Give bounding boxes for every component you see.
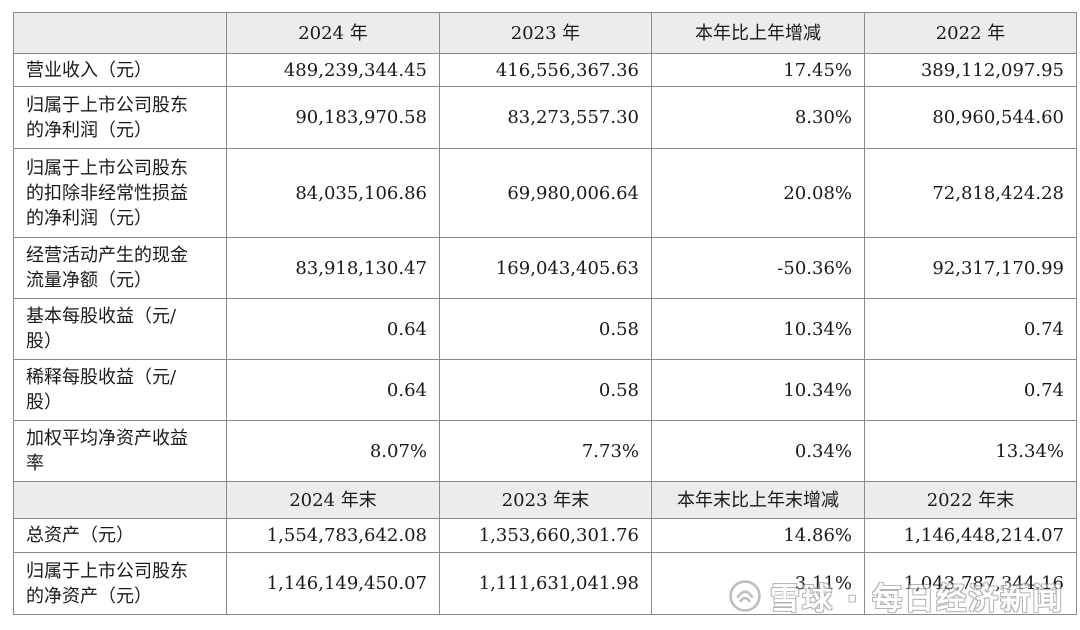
header-cell-2024: 2024 年 <box>226 12 440 54</box>
row-label: 加权平均净资产收益率 <box>13 420 227 482</box>
value-cell: 1,111,631,041.98 <box>439 552 652 615</box>
value-cell: 416,556,367.36 <box>439 53 652 87</box>
table-row: 总资产（元） 1,554,783,642.08 1,353,660,301.76… <box>13 518 1077 553</box>
table-row: 归属于上市公司股东 的净利润（元） 90,183,970.58 83,273,55… <box>13 86 1077 149</box>
value-cell: 0.34% <box>651 420 865 482</box>
row-label: 总资产（元） <box>13 518 227 553</box>
value-cell: 7.73% <box>439 420 652 482</box>
value-cell: 20.08% <box>651 148 865 238</box>
header-cell-2024-end: 2024 年末 <box>226 481 440 519</box>
row-label: 基本每股收益（元/股） <box>13 298 227 360</box>
header-cell-change: 本年比上年增减 <box>651 12 865 54</box>
value-cell: 17.45% <box>651 53 865 87</box>
value-cell: 1,146,149,450.07 <box>226 552 440 615</box>
row-label: 经营活动产生的现金 流量净额（元） <box>13 237 227 299</box>
value-cell: 1,043,787,344.16 <box>864 552 1077 615</box>
value-cell: 0.58 <box>439 298 652 360</box>
header-cell-change-end: 本年末比上年末增减 <box>651 481 865 519</box>
header-cell-2022-end: 2022 年末 <box>864 481 1077 519</box>
table-row: 经营活动产生的现金 流量净额（元） 83,918,130.47 169,043,4… <box>13 237 1077 299</box>
value-cell: 83,918,130.47 <box>226 237 440 299</box>
value-cell: 0.74 <box>864 298 1077 360</box>
value-cell: -50.36% <box>651 237 865 299</box>
value-cell: 1,353,660,301.76 <box>439 518 652 553</box>
value-cell: 72,818,424.28 <box>864 148 1077 238</box>
row-label: 归属于上市公司股东 的净利润（元） <box>13 86 227 149</box>
header-cell-2023-end: 2023 年末 <box>439 481 652 519</box>
row-label: 归属于上市公司股东 的扣除非经常性损益 的净利润（元） <box>13 148 227 238</box>
value-cell: 69,980,006.64 <box>439 148 652 238</box>
snowball-logo-icon <box>729 580 761 612</box>
value-cell: 92,317,170.99 <box>864 237 1077 299</box>
table-row: 稀释每股收益（元/股） 0.64 0.58 10.34% 0.74 <box>13 359 1077 421</box>
value-cell: 1,554,783,642.08 <box>226 518 440 553</box>
row-label: 归属于上市公司股东 的净资产（元） <box>13 552 227 615</box>
value-cell: 0.74 <box>864 359 1077 421</box>
value-cell: 389,112,097.95 <box>864 53 1077 87</box>
table-row: 归属于上市公司股东 的扣除非经常性损益 的净利润（元） 84,035,106.86 … <box>13 148 1077 238</box>
value-cell: 0.64 <box>226 298 440 360</box>
header-cell-2023: 2023 年 <box>439 12 652 54</box>
row-label: 营业收入（元） <box>13 53 227 87</box>
table-row: 基本每股收益（元/股） 0.64 0.58 10.34% 0.74 <box>13 298 1077 360</box>
value-cell: 90,183,970.58 <box>226 86 440 149</box>
value-cell: 10.34% <box>651 298 865 360</box>
value-cell: 84,035,106.86 <box>226 148 440 238</box>
financial-summary-table: 2024 年 2023 年 本年比上年增减 2022 年 营业收入（元） 489… <box>13 12 1077 615</box>
header-row-period-end: 2024 年末 2023 年末 本年末比上年末增减 2022 年末 <box>13 481 1077 519</box>
header-row-period: 2024 年 2023 年 本年比上年增减 2022 年 <box>13 12 1077 54</box>
watermark-text: 雪球 · 每日经济新闻 <box>770 582 1065 617</box>
value-cell: 10.34% <box>651 359 865 421</box>
value-cell: 13.34% <box>864 420 1077 482</box>
value-cell: 80,960,544.60 <box>864 86 1077 149</box>
value-cell: 83,273,557.30 <box>439 86 652 149</box>
header-cell-blank <box>13 12 227 54</box>
value-cell: 8.07% <box>226 420 440 482</box>
table-row: 加权平均净资产收益率 8.07% 7.73% 0.34% 13.34% <box>13 420 1077 482</box>
header-cell-blank <box>13 481 227 519</box>
row-label: 稀释每股收益（元/股） <box>13 359 227 421</box>
header-cell-2022: 2022 年 <box>864 12 1077 54</box>
watermark: 雪球 · 每日经济新闻 <box>728 571 1064 621</box>
value-cell: 0.58 <box>439 359 652 421</box>
value-cell: 14.86% <box>651 518 865 553</box>
value-cell: 8.30% <box>651 86 865 149</box>
value-cell: 169,043,405.63 <box>439 237 652 299</box>
table-row: 营业收入（元） 489,239,344.45 416,556,367.36 17… <box>13 53 1077 87</box>
value-cell: 1,146,448,214.07 <box>864 518 1077 553</box>
value-cell: 489,239,344.45 <box>226 53 440 87</box>
value-cell: 0.64 <box>226 359 440 421</box>
